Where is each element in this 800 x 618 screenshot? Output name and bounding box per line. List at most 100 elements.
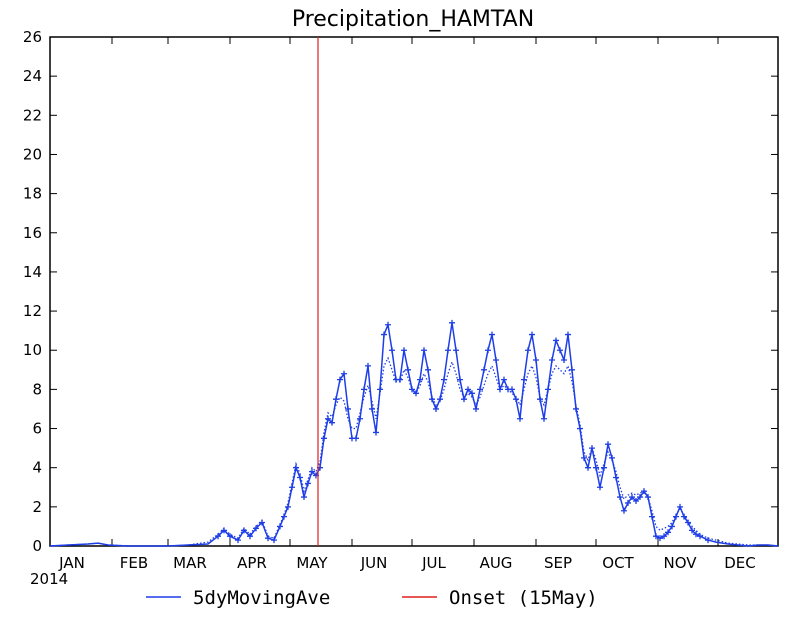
series-point-marker <box>421 347 427 354</box>
y-tick-label: 4 <box>32 459 42 477</box>
series-point-marker <box>469 390 475 397</box>
series-point-marker <box>345 405 351 412</box>
series-point-marker <box>517 415 523 422</box>
series-point-marker <box>433 405 439 412</box>
series-point-marker <box>341 370 347 377</box>
series-point-marker <box>501 376 507 383</box>
series-point-marker <box>429 396 435 403</box>
y-tick-label: 22 <box>23 106 42 124</box>
series-point-marker <box>489 331 495 338</box>
series-point-marker <box>417 376 423 383</box>
y-tick-label: 20 <box>23 145 42 163</box>
series-point-marker <box>525 347 531 354</box>
series-point-marker <box>529 331 535 338</box>
series-point-marker <box>705 537 711 544</box>
series-point-marker <box>385 321 391 328</box>
series-point-marker <box>509 386 515 393</box>
series-point-marker <box>609 454 615 461</box>
series-point-marker <box>289 484 295 491</box>
series-point-marker <box>337 376 343 383</box>
y-tick-label: 26 <box>23 28 42 46</box>
series-point-marker <box>513 396 519 403</box>
series-point-marker <box>453 347 459 354</box>
x-tick-label: DEC <box>724 554 756 572</box>
legend: 5dyMovingAve Onset (15May) <box>146 587 598 609</box>
x-tick-label: JUN <box>360 554 388 572</box>
series-point-marker <box>617 494 623 501</box>
series-point-marker <box>389 347 395 354</box>
plot-frame <box>49 36 779 547</box>
series-point-marker <box>485 347 491 354</box>
y-tick-label: 14 <box>23 263 42 281</box>
x-tick-label: AUG <box>480 554 513 572</box>
series-point-marker <box>669 523 675 530</box>
series-point-marker <box>621 507 627 514</box>
x-tick-label: JUL <box>421 554 446 572</box>
series-point-marker <box>405 366 411 373</box>
series-point-marker <box>597 484 603 491</box>
series-point-marker <box>381 331 387 338</box>
series-point-marker <box>557 347 563 354</box>
y-tick-label: 10 <box>23 341 42 359</box>
x-tick-label: MAR <box>173 554 207 572</box>
series-point-marker <box>541 415 547 422</box>
series-point-marker <box>565 331 571 338</box>
series-point-marker <box>657 535 663 542</box>
y-tick-label: 0 <box>32 537 42 555</box>
chart-title: Precipitation_HAMTAN <box>292 7 534 32</box>
series-point-marker <box>481 366 487 373</box>
series-point-marker <box>353 435 359 442</box>
series-point-marker <box>465 386 471 393</box>
series-layer <box>49 319 779 547</box>
series-point-marker <box>329 419 335 426</box>
series-point-marker <box>373 429 379 436</box>
series-point-marker <box>333 396 339 403</box>
series-point-marker <box>357 415 363 422</box>
series-point-marker <box>301 494 307 501</box>
series-point-marker <box>637 494 643 501</box>
series-point-marker <box>553 337 559 344</box>
series-point-marker <box>537 396 543 403</box>
x-year-label: 2014 <box>30 570 68 588</box>
series-point-marker <box>593 464 599 471</box>
series-point-marker <box>653 533 659 540</box>
series-point-marker <box>561 357 567 364</box>
x-tick-label: SEP <box>544 554 572 572</box>
series-point-marker <box>425 366 431 373</box>
series-point-marker <box>665 529 671 536</box>
series-point-marker <box>693 531 699 538</box>
x-tick-label: OCT <box>602 554 634 572</box>
series-point-marker <box>573 405 579 412</box>
series-point-marker <box>253 525 259 532</box>
series-point-marker <box>401 347 407 354</box>
x-tick-label: MAY <box>296 554 328 572</box>
series-point-marker <box>449 319 455 326</box>
series-point-marker <box>689 527 695 534</box>
series-point-marker <box>661 533 667 540</box>
series-point-marker <box>227 533 233 540</box>
x-tick-label: JAN <box>58 554 85 572</box>
series-point-marker <box>445 347 451 354</box>
x-tick-label: NOV <box>663 554 697 572</box>
series-point-marker <box>625 499 631 506</box>
series-point-marker <box>325 415 331 422</box>
y-tick-label: 24 <box>23 67 42 85</box>
series-point-marker <box>585 464 591 471</box>
series-point-marker <box>629 494 635 501</box>
y-tick-label: 2 <box>32 498 42 516</box>
series-point-marker <box>569 366 575 373</box>
series-point-marker <box>271 537 277 544</box>
series-point-marker <box>457 376 463 383</box>
series-point-marker <box>477 386 483 393</box>
series-point-marker <box>549 357 555 364</box>
series-point-marker <box>493 357 499 364</box>
series-point-marker <box>533 357 539 364</box>
y-tick-label: 18 <box>23 185 42 203</box>
x-axis: JAN FEB MAR APR MAY JUN JUL AUG SEP OCT NOV DEC 2014 <box>30 37 756 588</box>
y-tick-label: 6 <box>32 420 42 438</box>
series-point-marker <box>473 405 479 412</box>
series-point-marker <box>633 497 639 504</box>
series-point-marker <box>605 441 611 448</box>
x-tick-label: FEB <box>120 554 148 572</box>
